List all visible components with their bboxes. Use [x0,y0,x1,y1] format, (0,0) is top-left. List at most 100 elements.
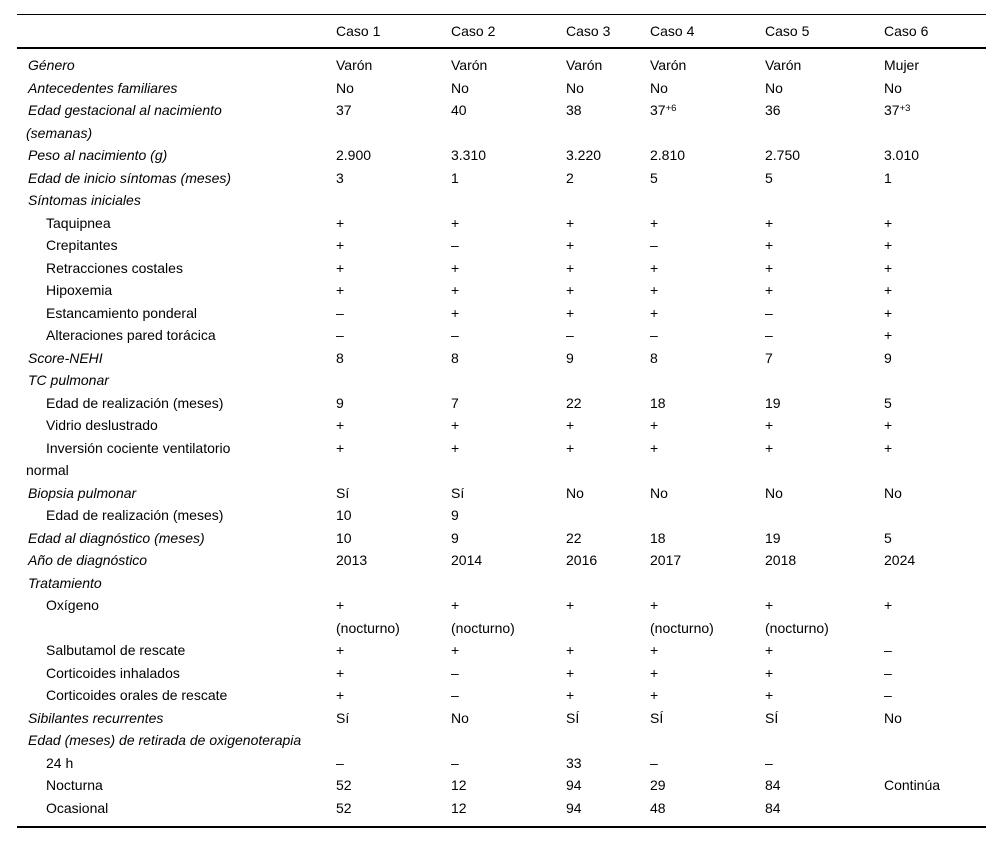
cell: 2024 [884,552,916,568]
table-row: Edad de inicio síntomas (meses) 3 1 2 5 5 1 [17,167,986,190]
cell: + [336,664,345,681]
table-row: Corticoides orales de rescate + – + + + – [17,684,986,707]
cell [336,572,451,595]
cell: 2017 [650,552,682,568]
row-label: Edad de realización (meses) [17,392,336,415]
cell: 7 [765,349,773,366]
cell: 94 [566,777,582,793]
cell: 48 [650,799,666,816]
cell: 9 [566,349,574,366]
cell: 8 [451,349,459,366]
cell: SÍ [650,709,664,726]
cell-line2: (nocturno) [336,619,400,636]
table-row: Tratamiento [17,572,986,595]
cell: 37+3 [884,102,911,118]
row-label-line1: Corticoides orales de rescate [46,687,228,703]
cell: + [765,687,774,703]
cell: 10 [336,507,352,523]
cell: 7 [451,394,459,411]
cell: + [566,304,575,321]
cell [451,189,566,212]
row-label: Sibilantes recurrentes [17,707,336,730]
cell: 2.750 [765,147,801,163]
cell: + [451,642,460,658]
row-label-line2: (semanas) [26,124,93,141]
cell [566,369,650,392]
cell: + [765,642,774,658]
row-label: Alteraciones pared torácica [17,324,336,347]
cell: + [451,439,460,456]
cell-line2: (nocturno) [650,619,714,636]
table-row: Estancamiento ponderal – + + + – + [17,302,986,325]
row-label: Edad al diagnóstico (meses) [17,527,336,550]
table-row: Edad al diagnóstico (meses) 10 9 22 18 19 5 [17,527,986,550]
row-label: Oxígeno [17,594,336,639]
table-row: Retracciones costales + + + + + + [17,257,986,280]
cell: 9 [451,507,459,523]
column-header: Caso 1 [336,23,381,39]
cell [336,189,451,212]
cell: 10 [336,529,352,546]
cell [765,729,884,752]
table-row: Género Varón Varón Varón Varón Varón Mujer [17,54,986,77]
cell: – [336,754,344,771]
cell: + [650,642,659,658]
cell: 5 [884,529,892,546]
cell: Continúa [884,777,941,793]
cell: 12 [451,777,467,793]
table-row: Biopsia pulmonar Sí Sí No No No No [17,482,986,505]
table-row: TC pulmonar [17,369,986,392]
cell: + [765,259,774,276]
row-label-line1: Antecedentes familiares [28,79,178,96]
row-label: Síntomas iniciales [17,189,336,212]
cell: – [650,237,658,253]
cell: + [650,304,659,321]
cell: + (nocturno) [451,594,566,639]
cell: 2.810 [650,147,686,163]
cell: – [336,327,344,343]
cell: + [566,687,575,703]
cell: + [336,687,345,703]
cell: + [336,237,345,253]
cell: 8 [336,349,344,366]
table-row: Peso al nacimiento (g) 2.900 3.310 3.220 2.8… [17,144,986,167]
cell: No [451,79,469,96]
row-label-line1: Año de diagnóstico [28,552,148,568]
cell [566,504,650,527]
cell: 9 [451,529,459,546]
cell [650,189,765,212]
cell: + [884,259,893,276]
cell [884,572,986,595]
cell: No [566,484,584,501]
cell: + [336,417,345,433]
cell: SÍ [566,709,580,726]
cell: – [884,664,892,681]
cell: + [451,259,460,276]
cell: 29 [650,777,666,793]
cell: + [451,214,460,231]
cell: + [765,664,774,681]
row-label: Salbutamol de rescate [17,639,336,662]
cell [650,504,765,527]
cell: 12 [451,799,467,816]
row-label-line1: Sibilantes recurrentes [28,709,164,726]
cell: 3 [336,169,344,186]
cell [884,189,986,212]
cell: + [451,417,460,433]
cell: 18 [650,529,666,546]
cell: 1 [451,169,459,186]
cell: – [451,687,459,703]
row-label-line1: Síntomas iniciales [28,192,141,208]
cell: 22 [566,529,582,546]
cell [765,504,884,527]
cell [566,729,650,752]
cell: Varón [336,57,373,73]
cell: No [451,709,469,726]
column-header: Caso 6 [884,23,929,39]
cell: 2 [566,169,574,186]
cell: 5 [650,169,658,186]
row-label-line1: Edad de inicio síntomas (meses) [28,169,232,186]
table-row: Salbutamol de rescate + + + + + – [17,639,986,662]
row-label: TC pulmonar [17,369,336,392]
row-label: Corticoides orales de rescate [17,684,336,707]
